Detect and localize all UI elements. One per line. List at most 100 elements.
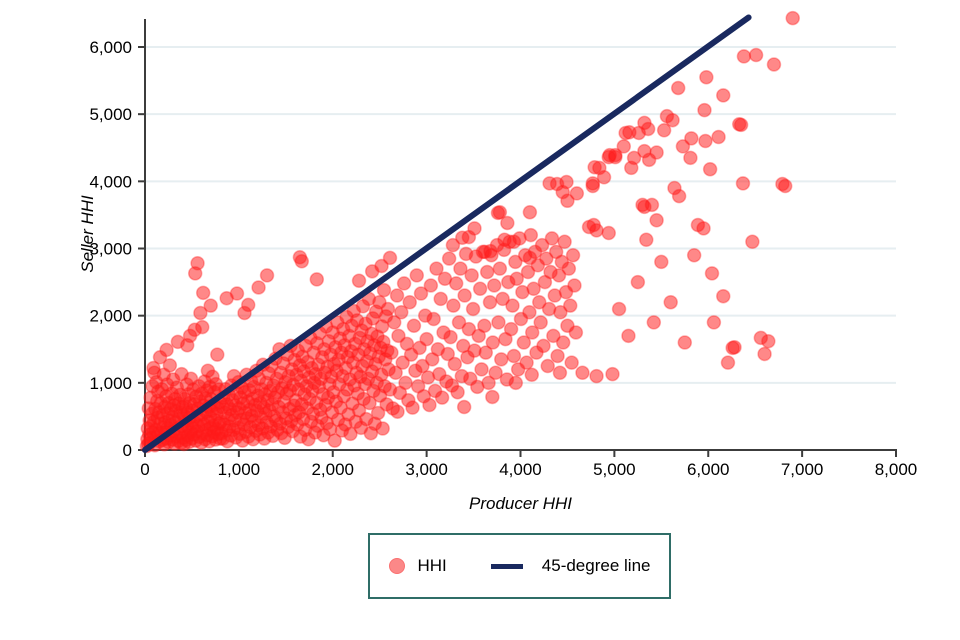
scatter-point [649,145,664,160]
scatter-point [601,225,616,241]
scatter-point [546,328,561,344]
scatter-point [748,47,764,63]
scatter-point [585,178,601,194]
scatter-point [509,271,524,286]
scatter-point [251,280,266,295]
scatter-point [472,281,488,297]
scatter-point [522,250,538,266]
scatter-point [506,234,522,250]
scatter-point [683,150,698,166]
scatter-point [259,268,275,283]
scatter-point [494,352,509,367]
scatter-point [426,311,441,327]
scatter-point [210,347,225,362]
scatter-point [663,294,678,310]
scatter-point [616,139,632,154]
y-tick-label: 3,000 [89,240,132,259]
scatter-point [555,335,571,350]
scatter-point [665,112,680,128]
scatter-point [492,204,508,220]
scatter-point [526,281,541,297]
y-tick-label: 1,000 [89,374,132,393]
scatter-point [561,261,577,276]
scatter-point [533,315,548,330]
scatter-point [540,358,555,374]
legend-label-hhi: HHI [417,556,447,575]
x-tick-label: 4,000 [499,460,542,479]
scatter-point [422,397,437,413]
scatter-point [203,298,218,313]
scatter-point [608,147,623,163]
y-tick-label: 6,000 [89,38,132,57]
scatter-point [557,234,572,250]
scatter-point [396,276,412,291]
scatter-point [241,297,256,313]
scatter-point [649,213,664,228]
scatter-point [592,160,607,176]
scatter-point [544,231,560,246]
scatter-point [553,305,568,320]
scatter-point [605,366,620,382]
scatter-point [702,161,718,177]
scatter-point [423,278,439,293]
scatter-point [567,278,582,293]
scatter-point [443,329,458,345]
scatter-point [711,129,726,145]
scatter-point [523,227,539,243]
scatter-point [483,243,498,259]
y-tick-label: 0 [123,441,132,460]
scatter-point [478,345,494,360]
scatter-point [736,49,752,64]
scatter-point [405,400,420,415]
scatter-point [698,133,713,149]
scatter-point [491,315,506,330]
x-tick-label: 7,000 [781,460,824,479]
scatter-point [626,150,642,166]
x-tick-label: 1,000 [218,460,261,479]
scatter-point [508,254,523,270]
scatter-point [445,237,461,253]
scatter-point [516,335,532,350]
scatter-point [481,375,496,391]
scatter-point [696,221,711,236]
scatter-point [485,389,500,405]
scatter-point [294,254,310,269]
scatter-point [159,342,174,358]
scatter-point [370,405,386,421]
scatter-point [757,346,772,362]
scatter-point [479,264,495,280]
scatter-point [532,294,547,310]
scatter-point [569,186,585,201]
scatter-point [568,325,584,340]
scatter-point [534,237,550,253]
scatter-point [733,117,749,133]
scatter-point [704,266,720,281]
scatter-point [727,339,742,355]
scatter-point [720,355,736,370]
scatter-point [395,355,410,370]
scatter-point [406,318,422,333]
scatter-point [498,331,513,347]
scatter-point [522,204,538,220]
scatter-point [611,301,627,317]
scatter-point [419,331,434,347]
scatter-point [425,352,440,367]
scatter-point [677,335,693,350]
scatter-point [482,294,498,310]
x-tick-label: 2,000 [311,460,354,479]
scatter-point [565,247,581,263]
scatter-point [392,385,408,401]
scatter-point [630,274,646,290]
scatter-point [447,356,463,372]
x-tick-label: 6,000 [687,460,730,479]
scatter-point [384,345,399,360]
scatter-point [524,325,540,340]
x-tick-label: 8,000 [875,460,918,479]
scatter-point [639,232,654,248]
y-tick-label: 4,000 [89,172,132,191]
scatter-point [415,358,430,374]
scatter-point [398,375,413,391]
y-axis-title: Seller HHI [78,195,97,273]
legend-label-line: 45-degree line [541,556,651,575]
scatter-point [461,321,477,337]
